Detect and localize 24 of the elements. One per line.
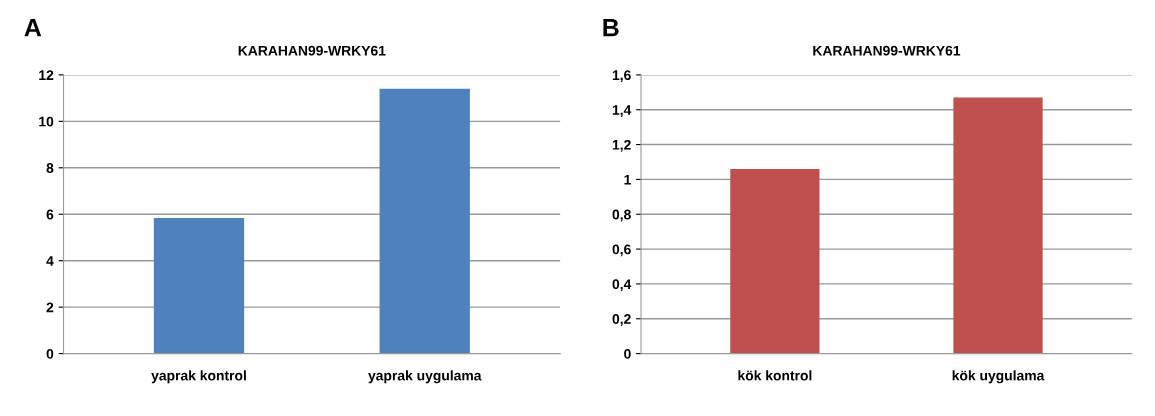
y-tick-label: 4 bbox=[46, 256, 54, 266]
y-tick-label: 6 bbox=[46, 209, 54, 220]
x-tick-label: yaprak uygulama bbox=[368, 370, 482, 384]
y-tick-label: 2 bbox=[46, 302, 54, 313]
x-tick-label: kök uygulama bbox=[952, 370, 1045, 384]
y-tick-label: 1,4 bbox=[612, 105, 632, 117]
text: B bbox=[603, 19, 619, 37]
y-tick-label: 0 bbox=[624, 348, 631, 359]
x-tick-label: kök kontrol bbox=[738, 370, 812, 381]
x-tick-label: yaprak kontrol bbox=[151, 370, 246, 384]
y-tick-label: 0 bbox=[46, 348, 54, 359]
y-tick-label: 0,2 bbox=[612, 314, 631, 326]
y-tick-label: 0,4 bbox=[612, 279, 632, 292]
y-tick-label: 0,8 bbox=[612, 209, 631, 222]
y-tick-label: 8 bbox=[46, 163, 54, 173]
y-tick-label: 1 bbox=[624, 174, 631, 185]
chart-title: KARAHAN99-WRKY61 bbox=[238, 45, 386, 56]
y-tick-label: 10 bbox=[39, 116, 54, 127]
y-tick-label: 0,6 bbox=[612, 244, 631, 257]
chart-title: KARAHAN99-WRKY61 bbox=[813, 45, 961, 56]
text: A bbox=[24, 19, 42, 37]
y-tick-label: 1,6 bbox=[612, 70, 631, 83]
y-tick-label: 12 bbox=[39, 70, 54, 80]
y-tick-label: 1,2 bbox=[612, 139, 631, 152]
